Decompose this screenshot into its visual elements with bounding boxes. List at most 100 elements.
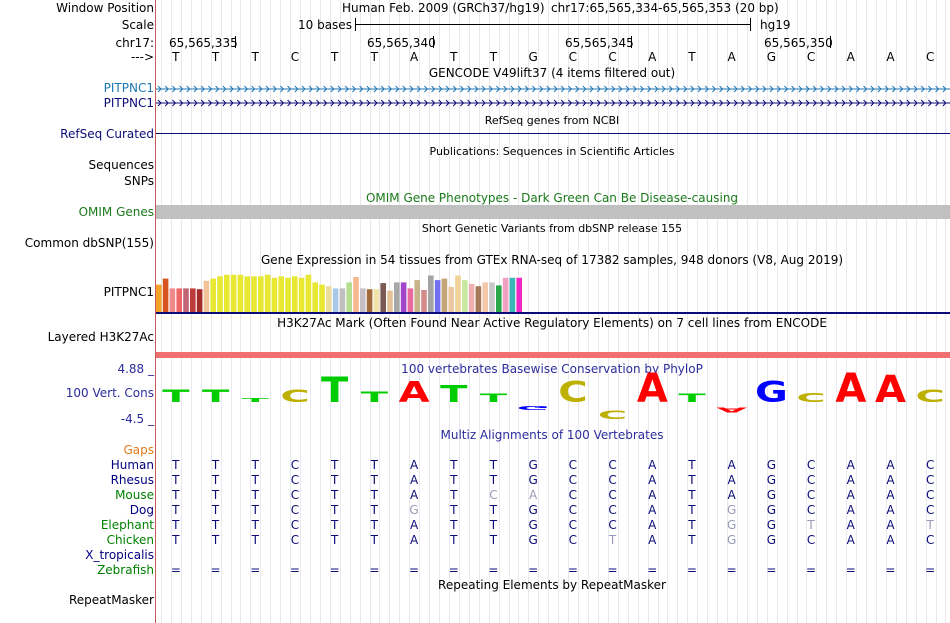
gtex-tissue-bar <box>353 277 359 312</box>
chevron-icon <box>287 85 292 93</box>
position-readout: chr17:65,565,334-65,565,353 (20 bp) <box>551 1 779 15</box>
gtex-bar-chart[interactable] <box>156 268 950 316</box>
gtex-gene-label[interactable]: PITPNC1 <box>103 285 154 299</box>
aligned-base: T <box>688 458 696 472</box>
aligned-base: T <box>489 518 498 532</box>
chevron-icon <box>676 99 681 107</box>
grid-line <box>568 0 570 623</box>
aligned-base: G <box>409 503 419 517</box>
aligned-base: = <box>647 563 658 577</box>
chevron-icon <box>373 99 378 107</box>
species-label[interactable]: Rhesus <box>110 473 154 487</box>
gtex-tissue-bar <box>387 290 393 312</box>
chevron-icon <box>841 99 846 107</box>
strand-label: ---> <box>130 50 154 64</box>
cons-label[interactable]: 100 Vert. Cons <box>65 386 154 400</box>
chevron-icon <box>654 99 659 107</box>
chevron-icon <box>863 85 868 93</box>
publications-snps-label[interactable]: SNPs <box>124 174 154 188</box>
reference-base: G <box>766 50 776 64</box>
aligned-base: A <box>529 488 538 502</box>
grid-line <box>637 0 639 623</box>
gtex-tissue-bar <box>455 275 461 312</box>
chevron-icon <box>848 85 853 93</box>
chevron-icon <box>877 99 882 107</box>
cons-logo[interactable]: T T T C T T A T TG CCA TAG C A A C <box>156 365 950 425</box>
gtex-tissue-bar <box>244 276 250 312</box>
aligned-base: = <box>329 563 340 577</box>
chevron-icon <box>193 99 198 107</box>
chevron-icon <box>827 99 832 107</box>
gtex-tissue-bar <box>468 283 475 312</box>
species-label[interactable]: Mouse <box>115 488 154 502</box>
dbsnp-label[interactable]: Common dbSNP(155) <box>24 236 154 250</box>
aligned-base: T <box>251 518 259 532</box>
aligned-base: C <box>568 503 578 517</box>
chevron-icon <box>683 99 688 107</box>
omim-track-title: OMIM Gene Phenotypes - Dark Green Can Be… <box>365 191 739 205</box>
chevron-icon <box>488 85 493 93</box>
cons-base-letter: T <box>361 389 389 406</box>
chevron-icon <box>445 85 450 93</box>
chevron-icon <box>200 99 205 107</box>
aligned-base: C <box>806 503 816 517</box>
chevron-icon <box>380 85 385 93</box>
chevron-icon <box>575 85 580 93</box>
species-label[interactable]: Dog <box>129 503 154 517</box>
publications-sequences-label[interactable]: Sequences <box>88 158 154 172</box>
aligned-base: G <box>528 473 538 487</box>
aligned-base: A <box>648 503 657 517</box>
chevron-icon <box>625 85 630 93</box>
species-label[interactable]: Chicken <box>106 533 154 547</box>
multiz-gaps-label[interactable]: Gaps <box>123 443 154 457</box>
chevron-icon <box>906 99 911 107</box>
chevron-icon <box>748 85 753 93</box>
aligned-base: T <box>688 518 696 532</box>
aligned-base: T <box>330 518 339 532</box>
rmsk-label[interactable]: RepeatMasker <box>68 593 154 607</box>
reference-base: T <box>370 50 379 64</box>
chevron-icon <box>179 99 184 107</box>
h3k27ac-label[interactable]: Layered H3K27Ac <box>47 330 154 344</box>
chevron-icon <box>733 85 738 93</box>
species-label[interactable]: Human <box>110 458 154 472</box>
gencode-transcripts[interactable] <box>156 82 950 108</box>
gencode-item-label[interactable]: PITPNC1 <box>103 96 154 110</box>
chevron-icon <box>928 85 933 93</box>
chevron-icon <box>632 99 637 107</box>
gtex-tissue-bar <box>407 288 414 312</box>
chevron-icon <box>452 99 457 107</box>
chevron-icon <box>503 85 508 93</box>
gtex-tissue-bar <box>509 277 516 312</box>
aligned-base: T <box>330 503 339 517</box>
chevron-icon <box>222 99 227 107</box>
gencode-item-label[interactable]: PITPNC1 <box>103 81 154 95</box>
species-label[interactable]: Zebrafish <box>97 563 154 577</box>
refseq-label[interactable]: RefSeq Curated <box>60 127 154 141</box>
gtex-tissue-bar <box>169 288 176 312</box>
species-label[interactable]: Elephant <box>100 518 154 532</box>
chevron-icon <box>798 99 803 107</box>
chevron-icon <box>344 99 349 107</box>
gtex-tissue-bar <box>312 282 318 312</box>
omim-label[interactable]: OMIM Genes <box>78 205 154 219</box>
chevron-icon <box>395 85 400 93</box>
gtex-tissue-bar <box>326 286 332 312</box>
chevron-icon <box>510 85 515 93</box>
species-label[interactable]: X_tropicalis <box>85 548 154 562</box>
chevron-icon <box>316 99 321 107</box>
gtex-tissue-bar <box>339 288 346 312</box>
aligned-base: C <box>290 533 300 547</box>
chevron-icon <box>402 99 407 107</box>
chevron-icon <box>712 99 717 107</box>
h3k27ac-signal-bar[interactable] <box>156 352 950 358</box>
grid-line <box>667 0 669 623</box>
omim-feature-bar[interactable] <box>156 205 950 219</box>
refseq-transcript-line[interactable] <box>156 133 950 134</box>
aligned-base: T <box>489 458 498 472</box>
cons-base-letter: T <box>678 391 705 404</box>
grid-line <box>488 0 490 623</box>
scale-db: hg19 <box>760 18 791 32</box>
gtex-tissue-bar <box>190 288 196 312</box>
